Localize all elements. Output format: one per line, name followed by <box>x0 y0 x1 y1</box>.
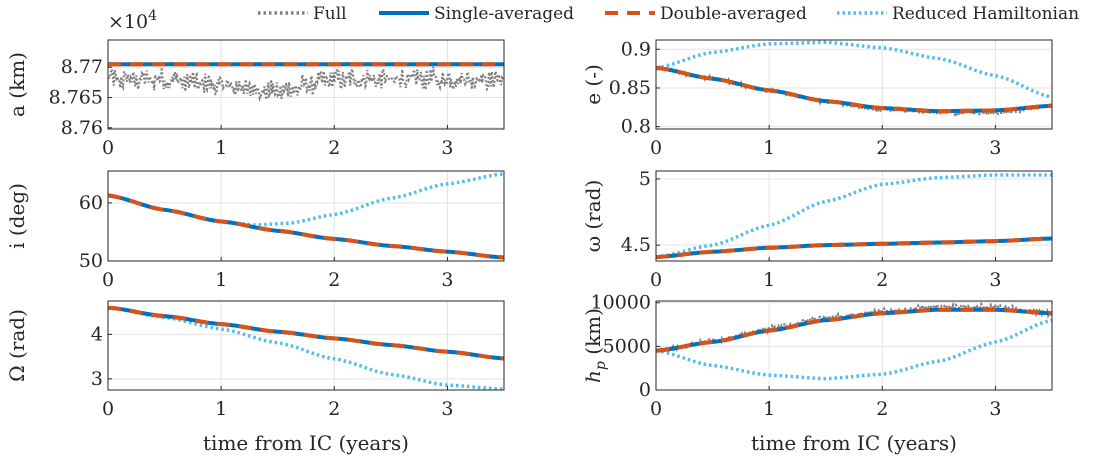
legend-label: Reduced Hamiltonian <box>892 4 1079 24</box>
legend-entry-1: Single-averaged <box>379 4 574 24</box>
y-tick-label: 5 <box>639 168 651 190</box>
x-tick-label: 3 <box>989 398 1001 420</box>
series-line-single-averaged <box>108 193 504 260</box>
x-tick-label: 3 <box>989 137 1001 159</box>
y-tick-label: 0 <box>639 379 651 401</box>
series-group <box>108 172 504 260</box>
series-line-reduced-hamiltonian <box>108 172 504 227</box>
x-tick-label: 0 <box>102 137 114 159</box>
y-axis-label: a (km) <box>5 52 29 117</box>
x-tick-label: 3 <box>441 137 453 159</box>
axes-frame <box>655 170 1053 262</box>
y-exponent-label: ×104 <box>108 8 157 33</box>
y-tick-label: 50 <box>79 250 103 272</box>
x-tick-label: 0 <box>650 269 662 291</box>
legend-label: Full <box>313 4 347 24</box>
x-axis-label: time from IC (years) <box>203 431 409 455</box>
legend-entry-2: Double-averaged <box>605 4 807 24</box>
y-axis-label: e (-) <box>581 64 605 105</box>
y-tick-label: 4.5 <box>621 234 651 256</box>
x-tick-label: 0 <box>102 269 114 291</box>
y-tick-label: 60 <box>79 192 103 214</box>
axes-frame <box>107 170 505 262</box>
axes-frame <box>655 300 1053 391</box>
x-tick-label: 2 <box>876 398 888 420</box>
subplot-grid: 0 1 2 3 8.76 8.765 8.77 ×104 a (km) 0 1 2 3 0.8 0.85 0.… <box>5 8 1053 455</box>
series-line-reduced-hamiltonian <box>656 318 1052 381</box>
series-line-double-averaged <box>108 305 504 361</box>
y-tick-label: 8.77 <box>61 56 103 78</box>
x-tick-label: 2 <box>876 269 888 291</box>
axes-frame <box>107 300 505 391</box>
y-tick-label: 8.765 <box>49 87 103 109</box>
x-tick-label: 1 <box>215 398 227 420</box>
subplot-0: 0 1 2 3 8.76 8.765 8.77 ×104 a (km) <box>5 8 505 159</box>
x-tick-label: 1 <box>215 137 227 159</box>
series-line-full <box>108 193 504 260</box>
y-tick-label: 4 <box>91 323 103 345</box>
y-axis-label: Ω (rad) <box>5 309 29 382</box>
legend-label: Double-averaged <box>660 4 807 24</box>
y-tick-label: 0.8 <box>621 116 651 138</box>
x-tick-label: 2 <box>328 137 340 159</box>
series-group <box>656 301 1052 381</box>
x-tick-label: 3 <box>441 269 453 291</box>
x-tick-label: 3 <box>989 269 1001 291</box>
x-axis-label: time from IC (years) <box>751 431 957 455</box>
legend-entry-3: Reduced Hamiltonian <box>837 4 1079 24</box>
axes-frame <box>655 39 1053 130</box>
series-line-double-averaged <box>656 236 1052 259</box>
y-tick-label: 0.9 <box>621 38 651 60</box>
x-tick-label: 0 <box>650 398 662 420</box>
legend-label: Single-averaged <box>434 4 574 24</box>
x-tick-label: 3 <box>441 398 453 420</box>
x-tick-label: 1 <box>763 137 775 159</box>
y-axis-label: ω (rad) <box>581 180 605 253</box>
axes-frame <box>107 39 505 130</box>
y-axis-label: i (deg) <box>5 183 29 249</box>
series-line-reduced-hamiltonian <box>656 173 1052 259</box>
y-tick-label: 5000 <box>603 335 651 357</box>
y-tick-label: 3 <box>91 368 103 390</box>
y-tick-label: 8.76 <box>61 117 103 139</box>
legend-entry-0: Full <box>258 4 347 24</box>
x-tick-label: 2 <box>876 137 888 159</box>
x-tick-label: 1 <box>763 269 775 291</box>
x-tick-label: 2 <box>328 269 340 291</box>
x-tick-label: 0 <box>650 137 662 159</box>
series-line-double-averaged <box>656 65 1052 114</box>
series-line-double-averaged <box>656 307 1052 353</box>
legend: Full Single-averaged Double-averaged Reduce… <box>258 4 1079 24</box>
series-line-double-averaged <box>108 193 504 260</box>
series-group <box>108 305 504 390</box>
series-group <box>656 40 1052 118</box>
x-tick-label: 0 <box>102 398 114 420</box>
x-tick-label: 2 <box>328 398 340 420</box>
y-tick-label: 10000 <box>591 292 651 314</box>
subplot-1: 0 1 2 3 0.8 0.85 0.9 e (-) <box>581 38 1053 159</box>
subplot-2: 0 1 2 3 50 60 i (deg) <box>5 170 505 291</box>
x-tick-label: 1 <box>215 269 227 291</box>
subplot-4: 0 1 2 3 3 4 Ω (rad) time from IC (years) <box>5 300 505 455</box>
x-tick-label: 1 <box>763 398 775 420</box>
series-line-full <box>108 66 504 102</box>
series-group <box>656 173 1052 259</box>
series-group <box>108 62 504 102</box>
y-axis-label: hp (km) <box>581 308 609 383</box>
series-line-reduced-hamiltonian <box>656 40 1052 100</box>
y-tick-label: 0.85 <box>609 77 651 99</box>
subplot-3: 0 1 2 3 4.5 5 ω (rad) <box>581 168 1053 291</box>
series-line-reduced-hamiltonian <box>108 305 504 390</box>
